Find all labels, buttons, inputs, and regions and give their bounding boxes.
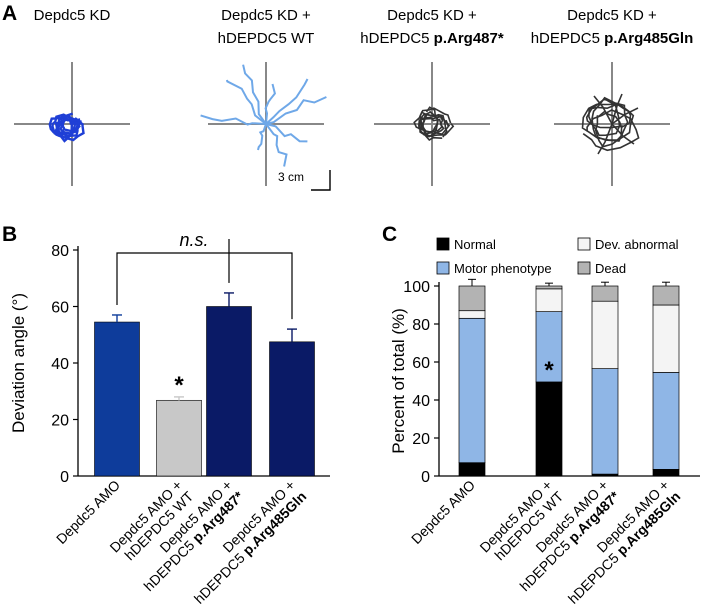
significance-star: *: [544, 357, 554, 384]
y-axis-label: Deviation angle (°): [9, 293, 28, 433]
trajectory-loop: [588, 98, 621, 137]
panel-a-letter: A: [2, 2, 17, 25]
trajectory-loop: [582, 109, 640, 152]
bar-motor-phenotype-1: [458, 317, 486, 464]
trajectory-branch: [593, 95, 613, 125]
panel-a-title-4: Depdc5 KD +: [567, 7, 657, 24]
panel-a-title-3: Depdc5 KD +: [387, 7, 477, 24]
trajectory-path: [264, 83, 276, 125]
legend-label-1: Normal: [454, 237, 496, 252]
bar-dead-1: [458, 285, 486, 312]
trajectory-path: [226, 79, 267, 125]
panel-c-letter: C: [382, 223, 397, 246]
bar-motor-phenotype-3: [591, 368, 619, 475]
trajectory-2: [200, 64, 327, 167]
bar-dead-2: [535, 285, 563, 290]
panel-a-title-2: Depdc5 KD +: [221, 7, 311, 24]
panel-a-trajectories: Depdc5 KD Depdc5 KD + hDEPDC5 WT Depdc5 KD …: [14, 7, 694, 191]
y-axis-label: Percent of total (%): [389, 308, 408, 454]
trajectory-path: [265, 78, 309, 125]
bar-motor-phenotype-2: [535, 311, 563, 383]
bar-2: [156, 399, 202, 477]
x-tick-label-1: Depdc5 AMO: [408, 477, 478, 547]
scale-bar-label: 3 cm: [278, 170, 304, 184]
panel-c-stacked-bar-chart: 0 20 40 60 80 100 Percent of total (%) * Normal M…: [389, 237, 700, 607]
y-tick-label: 60: [412, 355, 430, 372]
y-tick-label: 100: [403, 279, 430, 296]
trajectory-path: [242, 64, 267, 125]
bar-normal-1: [458, 462, 486, 477]
trajectory-branch: [611, 123, 635, 145]
scale-bar: [311, 170, 331, 191]
trajectory-path: [200, 114, 267, 126]
panel-a-title-2: hDEPDC5 WT: [218, 30, 315, 47]
y-tick-label: 80: [412, 317, 430, 334]
trajectory-path: [265, 123, 288, 167]
legend-swatch-1: [436, 237, 450, 251]
bar-dev-abnormal-2: [535, 288, 563, 313]
legend-swatch-4: [577, 261, 591, 275]
bar-dead-4: [652, 285, 680, 306]
y-tick-label: 80: [51, 243, 69, 260]
y-tick-label: 40: [412, 393, 430, 410]
y-tick-label: 0: [60, 469, 69, 486]
trajectory-path: [265, 96, 327, 125]
bar-dev-abnormal-1: [458, 310, 486, 319]
trajectory-loop: [413, 107, 452, 138]
bar-normal-2: [535, 381, 563, 477]
trajectory-path: [257, 123, 267, 151]
panel-b-letter: B: [2, 223, 17, 246]
bar-1: [94, 321, 140, 477]
y-tick-label: 20: [412, 431, 430, 448]
bar-dev-abnormal-4: [652, 304, 680, 373]
legend-swatch-2: [436, 261, 450, 275]
trajectory-loop: [417, 115, 455, 138]
trajectory-loop: [420, 113, 444, 133]
panel-a-title-4: hDEPDC5 p.Arg485Gln: [531, 30, 694, 47]
trajectory-loop: [422, 106, 439, 138]
legend-label-3: Dev. abnormal: [595, 237, 679, 252]
trajectory-loop: [59, 115, 81, 138]
trajectory-loop: [54, 112, 85, 142]
y-tick-label: 20: [51, 413, 69, 430]
panel-a-title-1: Depdc5 KD: [34, 7, 111, 24]
y-tick-label: 40: [51, 356, 69, 373]
significance-star: *: [174, 372, 184, 399]
trajectory-loop: [594, 110, 623, 148]
bar-dead-3: [591, 285, 619, 302]
x-tick-label-1: Depdc5 AMO: [53, 477, 123, 547]
trajectory-3: [413, 106, 455, 142]
trajectory-4: [581, 93, 640, 155]
bar-dev-abnormal-3: [591, 300, 619, 370]
bar-4: [269, 341, 315, 477]
panel-b-bar-chart: 0 20 40 60 80 Deviation angle (°) * n.s. Depdc5 …: [9, 230, 330, 607]
ns-label: n.s.: [179, 230, 208, 250]
legend-label-2: Motor phenotype: [454, 261, 552, 276]
trajectory-branch: [597, 123, 613, 155]
trajectory-branch: [611, 93, 623, 125]
panel-a-title-3: hDEPDC5 p.Arg487*: [360, 30, 504, 47]
bar-motor-phenotype-4: [652, 372, 680, 470]
trajectory-path: [265, 123, 308, 143]
y-tick-label: 60: [51, 300, 69, 317]
legend-label-4: Dead: [595, 261, 626, 276]
ns-bracket: [116, 252, 293, 320]
bar-normal-4: [652, 469, 680, 477]
y-tick-label: 0: [421, 469, 430, 486]
bar-3: [206, 306, 252, 477]
legend-swatch-3: [577, 237, 591, 251]
trajectory-branch: [611, 107, 639, 125]
trajectory-1: [48, 112, 85, 143]
